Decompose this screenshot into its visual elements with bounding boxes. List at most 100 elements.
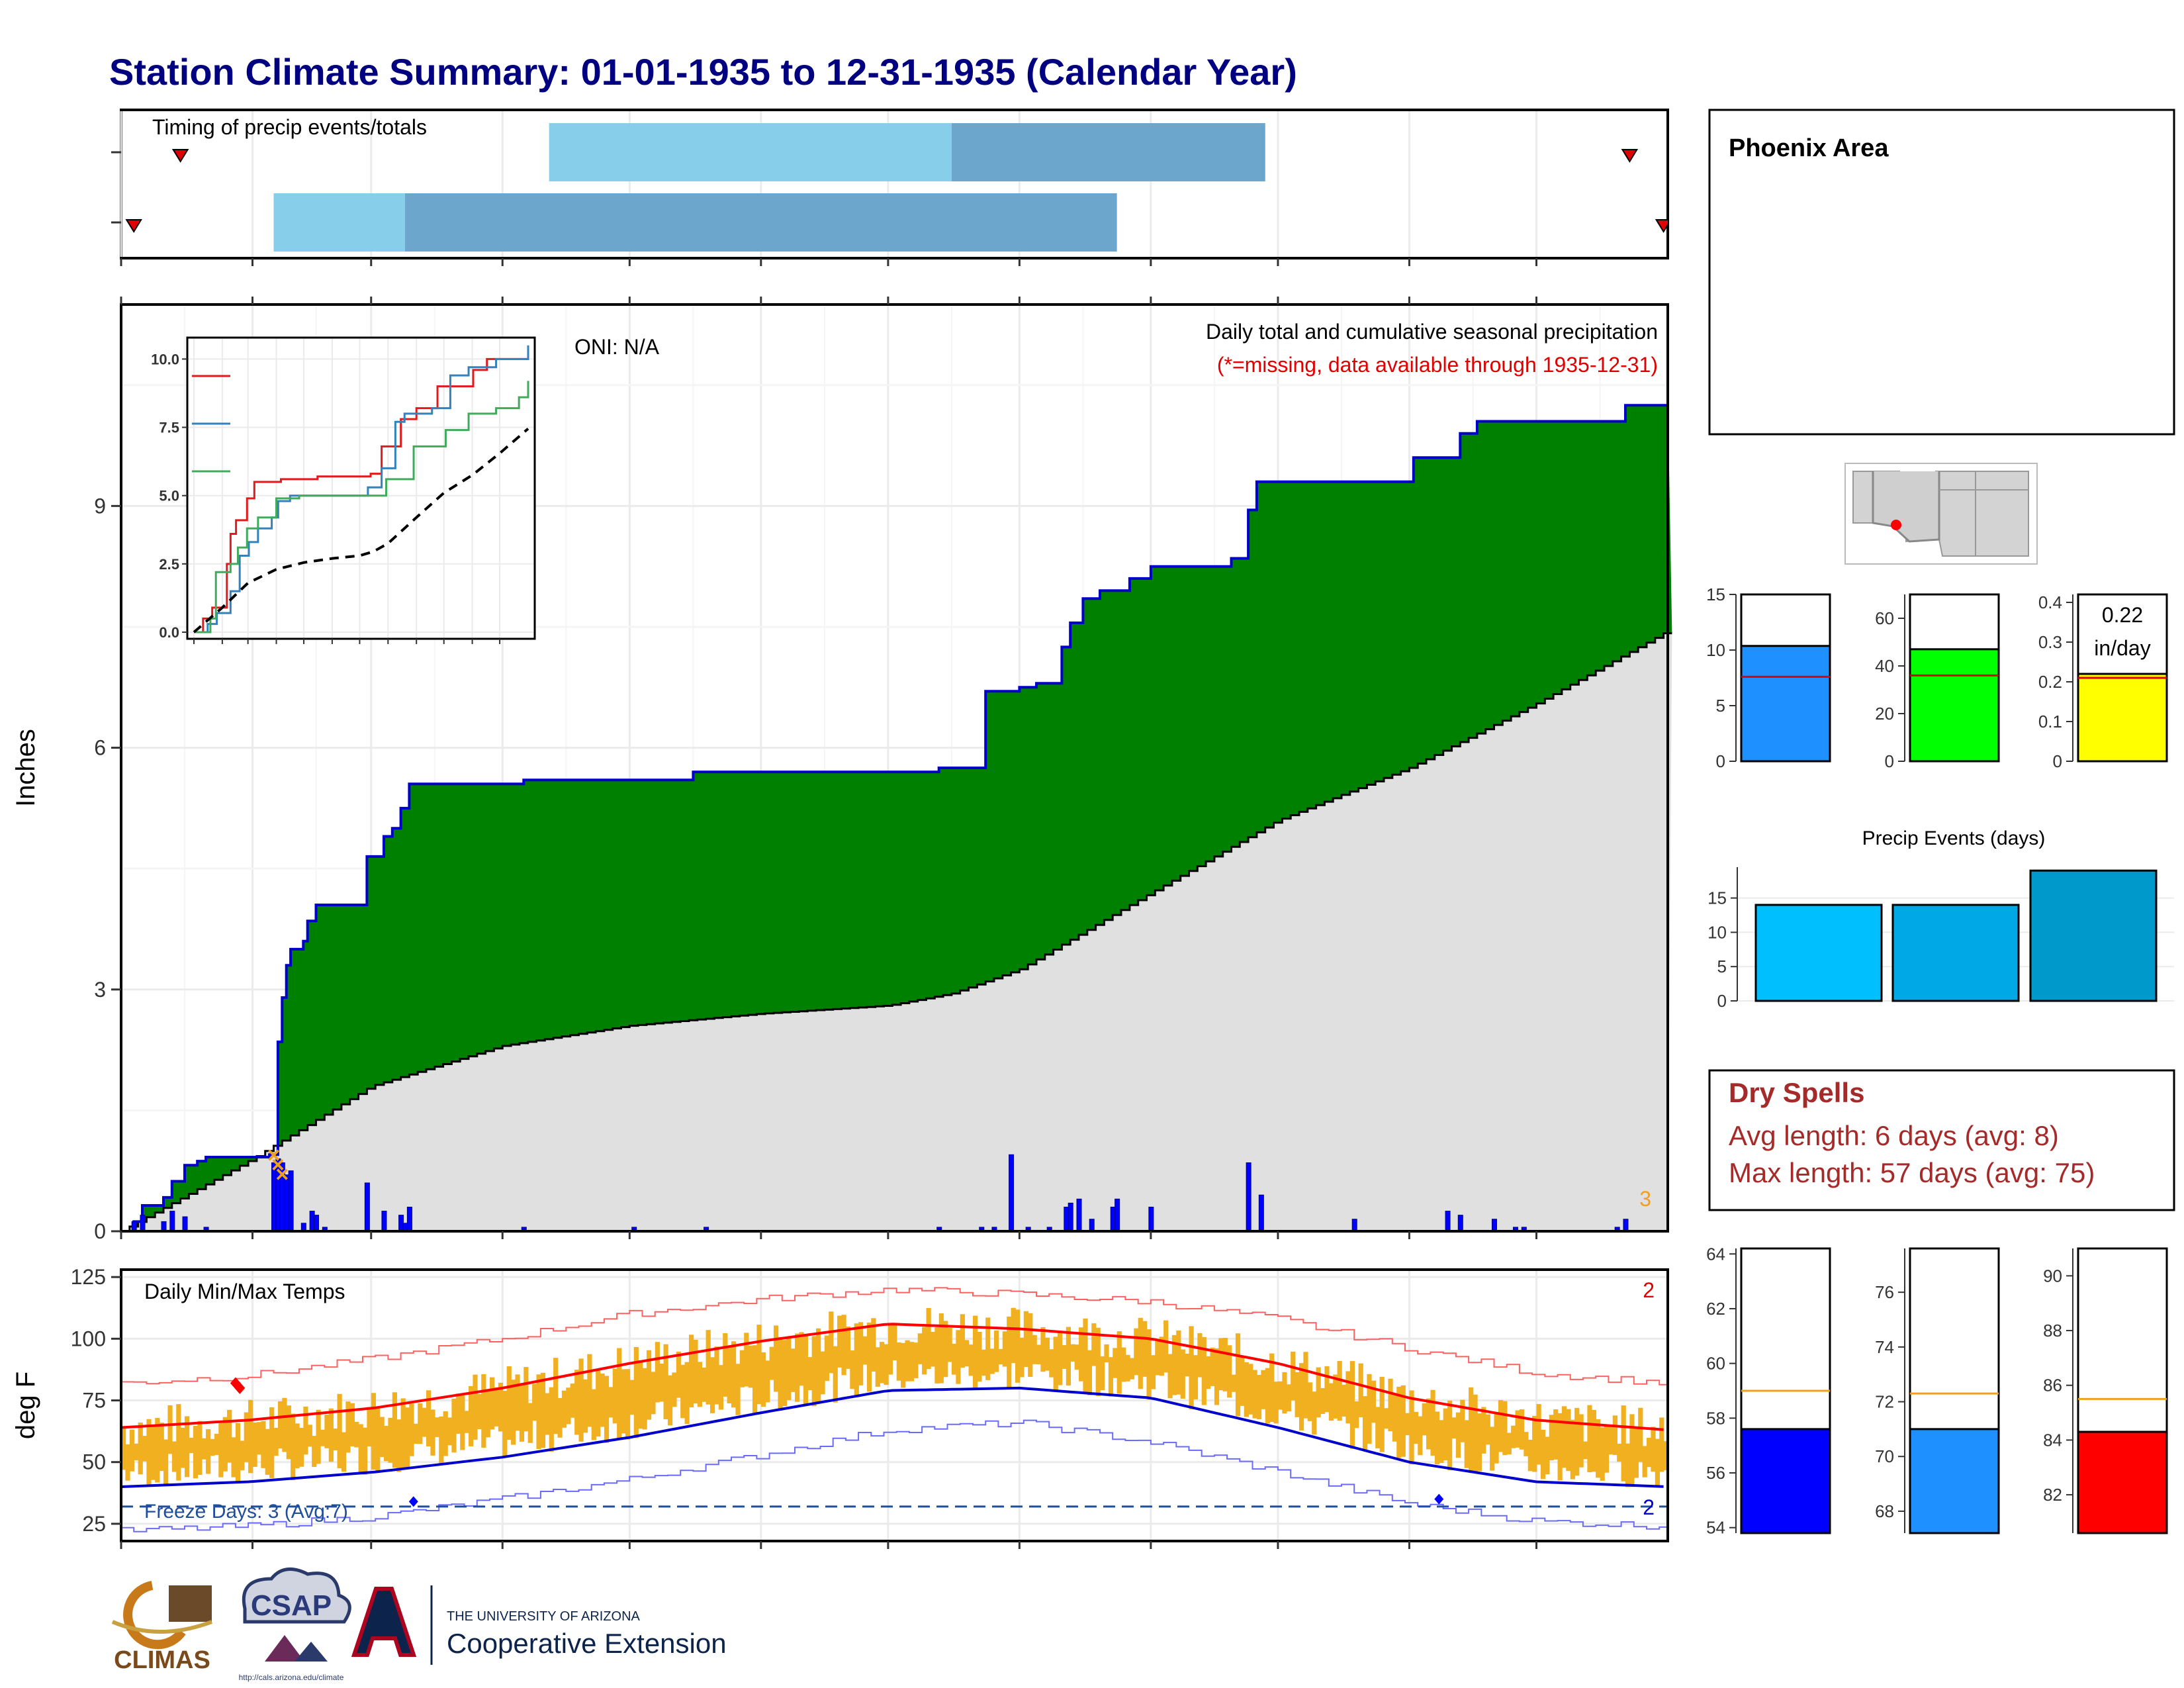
daily-temp-bar <box>1324 1366 1330 1413</box>
daily-temp-bar <box>222 1417 228 1472</box>
summary-ytick-label: 56 <box>1706 1463 1725 1483</box>
daily-temp-bar <box>829 1311 834 1374</box>
summary-ytick-label: 64 <box>1706 1244 1725 1264</box>
daily-temp-bar <box>1146 1329 1152 1400</box>
summary-bar <box>1909 1428 2000 1534</box>
daily-temp-bar <box>171 1441 177 1472</box>
summary-ytick-label: 62 <box>1706 1299 1725 1319</box>
daily-temp-bar <box>240 1440 245 1471</box>
summary-ytick-label: 20 <box>1875 704 1894 724</box>
daily-temp-bar <box>1434 1411 1440 1464</box>
daily-temp-bar <box>1608 1427 1614 1455</box>
daily-temp-bar <box>688 1335 694 1408</box>
daily-temp-bar <box>129 1429 135 1472</box>
daily-temp-bar <box>1066 1327 1071 1385</box>
summary-ytick-label: 60 <box>1706 1354 1725 1374</box>
daily-temp-bar <box>960 1314 965 1368</box>
daily-temp-bar <box>748 1345 753 1388</box>
daily-temp-bar <box>1473 1394 1478 1472</box>
summary-ytick-label: 72 <box>1875 1392 1894 1412</box>
daily-temp-bar <box>913 1342 919 1379</box>
daily-temp-bar <box>786 1338 792 1401</box>
daily-temp-bar <box>1388 1378 1393 1432</box>
daily-temp-bar <box>1405 1413 1410 1436</box>
daily-temp-bar <box>1011 1307 1016 1364</box>
record-high-count: 2 <box>1643 1278 1655 1302</box>
summary-bar <box>1740 645 1831 763</box>
temps-ytick-label: 75 <box>82 1389 106 1413</box>
daily-temp-bar <box>1100 1356 1105 1391</box>
daily-precip-bar <box>1068 1202 1073 1232</box>
daily-temp-bar <box>519 1384 525 1442</box>
daily-temp-bar <box>434 1417 440 1437</box>
daily-temp-bar <box>951 1343 957 1375</box>
daily-temp-bar <box>561 1390 567 1428</box>
daily-temp-bar <box>494 1387 499 1427</box>
daily-temp-bar <box>709 1357 715 1413</box>
daily-temp-bar <box>1426 1398 1432 1450</box>
daily-temp-bar <box>1295 1372 1300 1417</box>
daily-precip-bar <box>1076 1198 1082 1232</box>
events-ytick-label: 0 <box>1717 991 1727 1011</box>
daily-temp-bar <box>922 1327 927 1375</box>
summary-ytick-label: 70 <box>1875 1446 1894 1466</box>
dry-spells-max: Max length: 57 days (avg: 75) <box>1729 1157 2095 1188</box>
summary-bar <box>2077 1430 2168 1534</box>
daily-temp-bar <box>1477 1413 1482 1472</box>
daily-temp-bar <box>871 1318 876 1372</box>
daily-temp-bar <box>1138 1317 1143 1389</box>
average-max-line <box>120 1323 1664 1431</box>
daily-precip-bar <box>406 1206 412 1232</box>
record-low-count: 2 <box>1643 1495 1655 1519</box>
summary-ytick-label: 86 <box>2043 1376 2062 1395</box>
daily-temp-bar <box>862 1336 868 1365</box>
daily-temp-bar <box>197 1421 203 1476</box>
csap-logo: CSAP http://cals.arizona.edu/climate <box>239 1567 351 1682</box>
daily-temp-bar <box>1312 1391 1317 1435</box>
daily-temp-bar <box>409 1403 414 1456</box>
daily-temp-bar <box>587 1354 592 1427</box>
daily-temp-bar <box>1032 1335 1037 1364</box>
daily-temp-bar <box>227 1409 232 1463</box>
daily-temp-bar <box>1036 1344 1042 1365</box>
daily-temp-bar <box>1439 1420 1444 1464</box>
station-location-marker <box>1891 520 1901 530</box>
precip-ytick-label: 9 <box>94 494 106 518</box>
daily-temp-bar <box>1345 1371 1351 1424</box>
daily-temp-bar <box>375 1408 381 1473</box>
missing-count: 3 <box>1639 1187 1651 1211</box>
daily-temp-bar <box>502 1390 508 1458</box>
daily-temp-bar <box>354 1421 359 1448</box>
summary-ytick-label: 88 <box>2043 1321 2062 1340</box>
daily-temp-bar <box>1502 1401 1508 1456</box>
daily-temp-bar <box>1358 1363 1363 1417</box>
daily-temp-bar <box>901 1342 906 1388</box>
daily-temp-bar <box>498 1382 504 1432</box>
daily-temp-bar <box>125 1444 130 1481</box>
daily-temp-bar <box>286 1405 291 1460</box>
daily-temp-bar <box>570 1383 575 1418</box>
daily-temp-bar <box>553 1358 559 1434</box>
daily-temp-bar <box>667 1375 673 1426</box>
daily-temp-bar <box>1218 1338 1224 1391</box>
daily-temp-bar <box>1464 1420 1469 1468</box>
daily-precip-bar <box>161 1221 167 1232</box>
daily-temp-bar <box>1282 1372 1287 1414</box>
daily-temp-bar <box>1400 1385 1406 1457</box>
daily-temp-bar <box>1150 1355 1156 1389</box>
timing-q2-bar <box>951 123 1265 181</box>
precip-panel: ××× 0 3 6 9 Daily total and cumulative seas… <box>11 297 1672 1243</box>
daily-temp-bar <box>909 1342 915 1382</box>
last-event-marker <box>1655 219 1668 233</box>
daily-temp-bar <box>1578 1414 1584 1468</box>
daily-temp-bar <box>1422 1403 1427 1436</box>
daily-temp-bar <box>121 1428 126 1470</box>
daily-temp-bar <box>629 1380 635 1415</box>
daily-temp-bar <box>1384 1408 1389 1429</box>
daily-temp-bar <box>324 1415 330 1448</box>
daily-temp-bar <box>1363 1396 1368 1450</box>
daily-temp-bar <box>1379 1376 1385 1452</box>
daily-temp-bar <box>1028 1313 1033 1377</box>
summary-ytick-label: 15 <box>1706 585 1725 604</box>
daily-temp-bar <box>549 1387 554 1452</box>
